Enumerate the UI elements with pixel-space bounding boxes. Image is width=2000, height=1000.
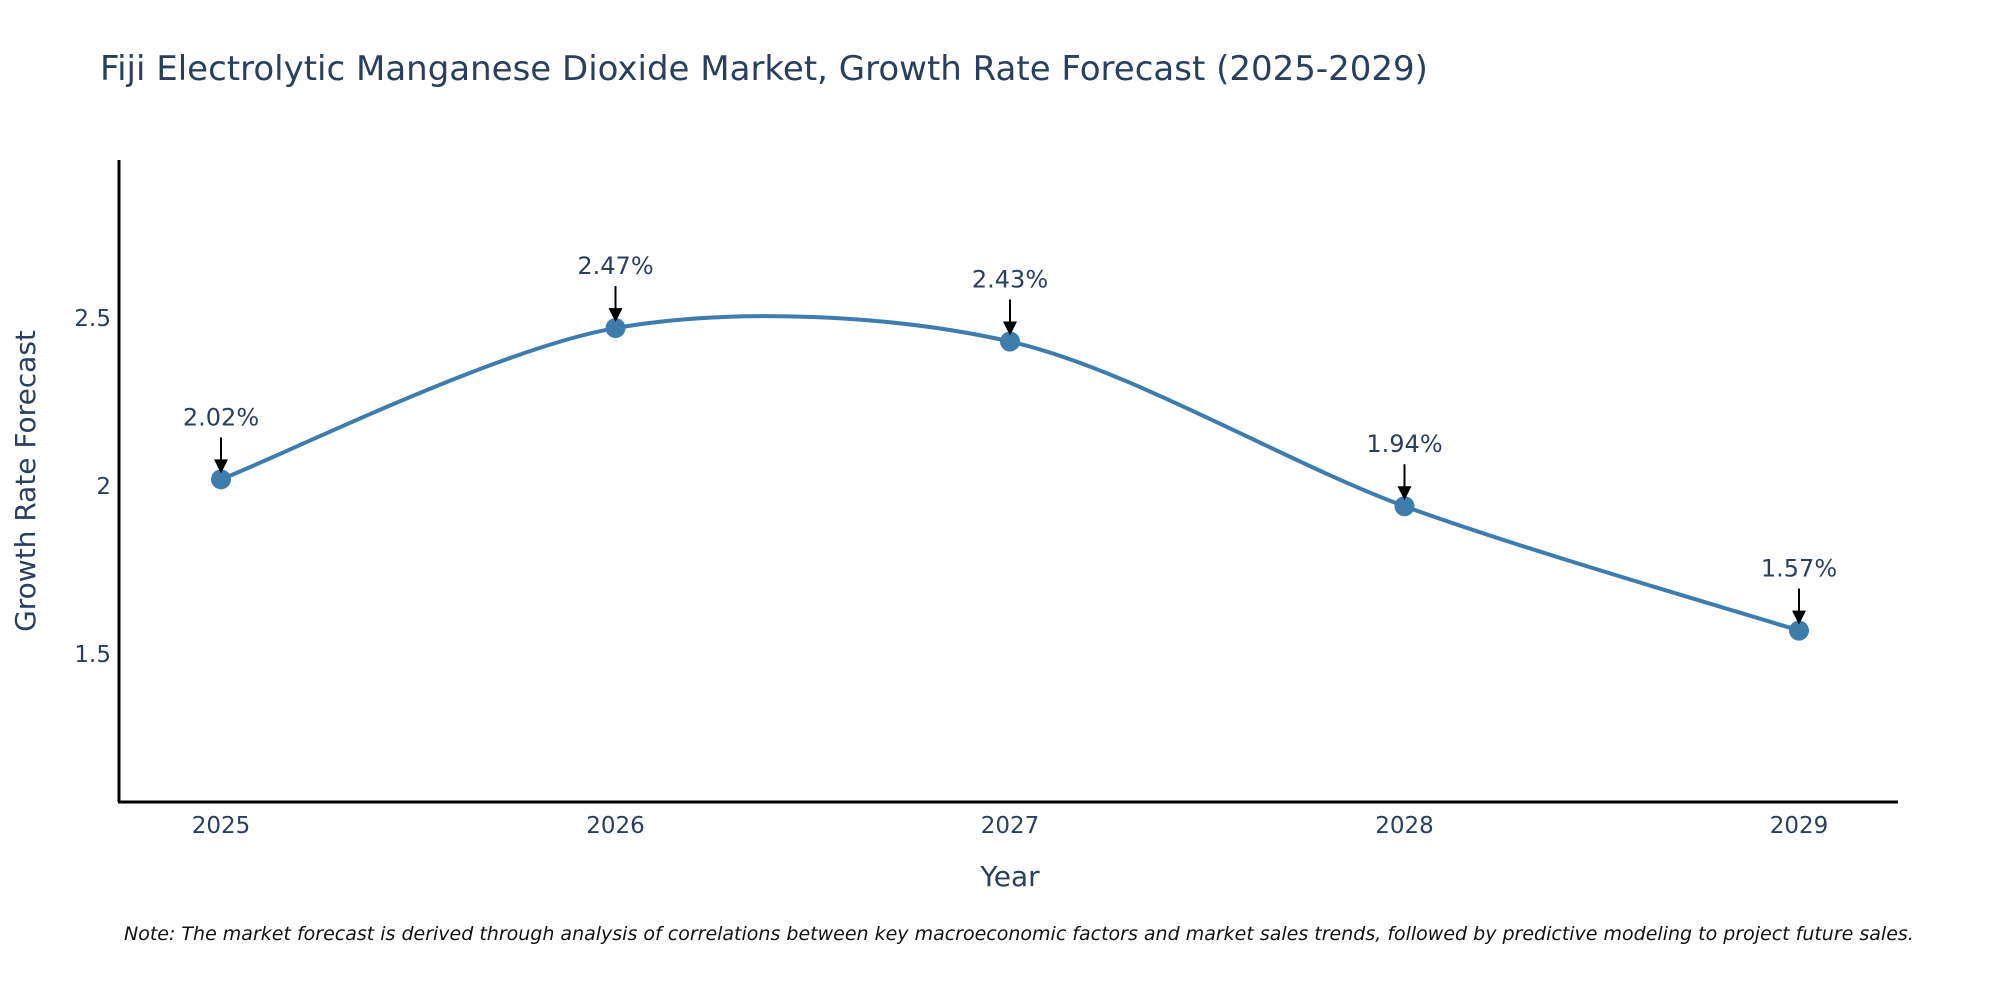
data-label: 1.94%	[1366, 430, 1442, 458]
annotation-arrowhead	[1397, 486, 1412, 501]
x-tick-label: 2029	[1770, 813, 1829, 839]
data-point-marker[interactable]	[1394, 496, 1415, 517]
data-label: 2.47%	[577, 252, 653, 280]
annotation-arrowhead	[608, 308, 623, 323]
chart-title: Fiji Electrolytic Manganese Dioxide Mark…	[100, 49, 1428, 89]
x-tick-label: 2025	[192, 813, 251, 839]
data-point-marker[interactable]	[211, 469, 231, 490]
data-point-marker[interactable]	[1789, 620, 1809, 641]
y-tick-label: 2.5	[74, 306, 111, 332]
x-tick-label: 2028	[1375, 813, 1434, 839]
series-line	[220, 314, 1800, 633]
annotation-arrowhead	[1792, 610, 1806, 625]
x-axis-title: Year	[979, 860, 1040, 893]
data-point-marker[interactable]	[1000, 331, 1020, 352]
y-tick-label: 1.5	[74, 642, 111, 668]
y-tick-label: 2	[96, 474, 111, 500]
x-tick-label: 2026	[586, 813, 645, 839]
x-tick-label: 2027	[981, 813, 1040, 839]
data-label: 2.43%	[972, 266, 1048, 294]
data-point-marker[interactable]	[605, 318, 626, 339]
annotation-arrowhead	[214, 459, 228, 474]
plot-area: 2.02% 2.47% 2.43% 1.94% 1.57%	[183, 252, 1837, 641]
annotation-arrowhead	[1003, 321, 1017, 336]
y-axis-title: Growth Rate Forecast	[9, 330, 42, 632]
footnote: Note: The market forecast is derived thr…	[124, 923, 1914, 945]
data-label: 1.57%	[1761, 555, 1837, 583]
data-label: 2.02%	[183, 403, 259, 431]
